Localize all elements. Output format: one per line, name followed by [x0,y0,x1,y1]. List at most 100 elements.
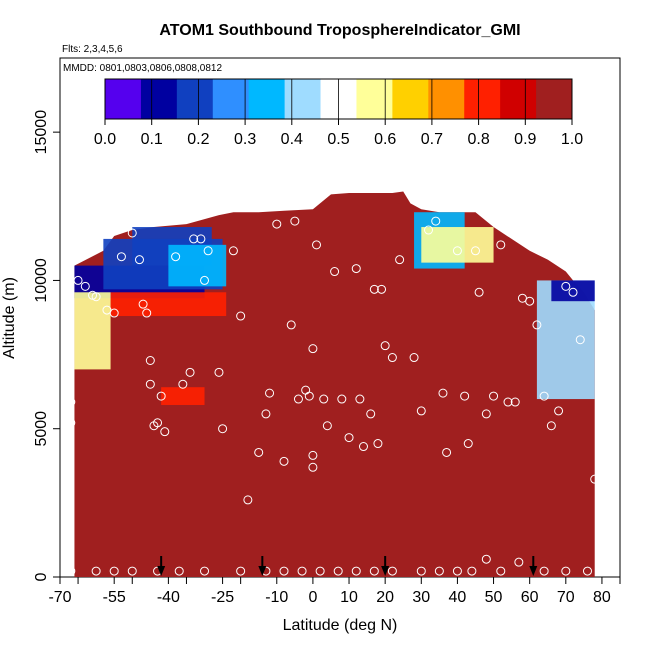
sample-point-27 [218,424,228,434]
sample-point-82 [554,406,564,416]
sample-point-14 [145,379,155,389]
sample-point-1 [66,418,76,428]
sample-point-108 [496,566,506,576]
colorbar-tick-label-9: 0.9 [514,131,536,148]
sample-point-74 [496,240,506,250]
sample-point-62 [416,406,426,416]
sample-point-47 [330,267,340,277]
colorbar-tick-label-3: 0.3 [234,131,256,148]
sample-point-54 [369,284,379,294]
x-tick-label-5: 0 [308,589,317,606]
sample-point-10 [134,255,144,265]
sample-point-59 [395,255,405,265]
sample-point-48 [337,394,347,404]
sample-point-18 [160,427,170,437]
sample-point-105 [452,566,462,576]
sample-point-37 [290,216,300,226]
sample-point-23 [196,234,206,244]
sample-point-94 [236,566,246,576]
sample-point-81 [546,421,556,431]
sample-point-16 [153,418,163,428]
sample-point-22 [189,234,199,244]
x-tick-label-12: 70 [557,589,575,606]
sample-point-38 [293,394,303,404]
heatmap-cell-5 [74,292,111,370]
sample-points [66,183,600,576]
sample-point-68 [460,391,470,401]
sample-point-50 [351,264,361,274]
sample-point-86 [590,474,600,484]
sample-point-76 [510,397,520,407]
flight-arrow-2 [381,556,390,576]
sample-point-57 [380,341,390,351]
flight-arrow-head-1 [258,566,267,576]
sample-point-78 [525,296,535,306]
sample-point-0 [66,397,76,407]
sample-point-93 [200,566,210,576]
sample-point-8 [116,252,126,262]
colorbar: 0.0 0.1 0.2 0.3 0.4 0.5 0.6 0.7 0.8 0.9 1.0 [94,78,583,148]
sample-point-56 [377,284,387,294]
colorbar-swatch-12 [536,79,573,119]
sample-point-52 [358,442,368,452]
sample-point-111 [561,566,571,576]
flight-arrows [157,556,538,576]
sample-point-106 [467,566,477,576]
colorbar-swatch-9 [428,79,465,119]
sample-point-46 [322,421,332,431]
colorbar-swatch-5 [284,79,322,119]
heatmap-cell-8 [421,227,494,263]
sample-point-2 [73,275,83,285]
y-axis-label: Altitude (m) [1,277,18,359]
sample-point-79 [532,320,542,330]
sample-point-84 [568,287,578,297]
dates-subtitle: MMDD: 0801,0803,0806,0808,0812 [63,63,222,74]
colorbar-tick-label-2: 0.2 [187,131,209,148]
y-tick-label-0: 0 [33,572,50,581]
sample-point-97 [297,566,307,576]
y-tick-label-1: 5000 [33,411,50,447]
heatmap-cell-4 [110,292,227,317]
flights-subtitle: Flts: 2,3,4,5,6 [62,44,123,55]
sample-point-67 [452,246,462,256]
x-tick-label-11: 60 [521,589,539,606]
x-tick-label-3: -25 [211,589,234,606]
sample-point-42 [308,450,318,460]
sample-point-90 [127,566,137,576]
x-tick-label-7: 20 [376,589,394,606]
colorbar-tick-label-7: 0.7 [421,131,443,148]
colorbar-swatch-2 [176,79,214,119]
sample-point-19 [171,252,181,262]
sample-point-5 [91,292,101,302]
flight-arrow-head-0 [157,566,166,576]
sample-point-73 [489,391,499,401]
sample-point-98 [315,566,325,576]
sample-point-70 [470,246,480,256]
x-tick-label-0: -70 [48,589,71,606]
sample-point-60 [402,183,412,193]
sample-point-107 [481,554,491,564]
sample-point-49 [344,433,354,443]
heatmap-layer [74,191,595,577]
sample-point-12 [142,308,152,318]
sample-point-88 [91,566,101,576]
sample-point-66 [442,447,452,457]
flight-arrow-head-2 [381,566,390,576]
flight-arrow-head-3 [529,566,538,576]
sample-point-26 [214,367,224,377]
sample-point-71 [474,287,484,297]
sample-point-63 [424,225,434,235]
sample-point-110 [539,566,549,576]
sample-point-75 [503,397,513,407]
colorbar-swatch-1 [140,79,178,119]
sample-point-104 [434,566,444,576]
x-tick-label-9: 40 [449,589,467,606]
y-axis: 0 5000 10000 15000 [33,110,60,581]
x-tick-label-2: -40 [157,589,180,606]
x-tick-label-8: 30 [412,589,430,606]
sample-point-69 [463,439,473,449]
sample-point-80 [539,391,549,401]
sample-point-9 [127,228,137,238]
flight-arrow-1 [258,556,267,576]
